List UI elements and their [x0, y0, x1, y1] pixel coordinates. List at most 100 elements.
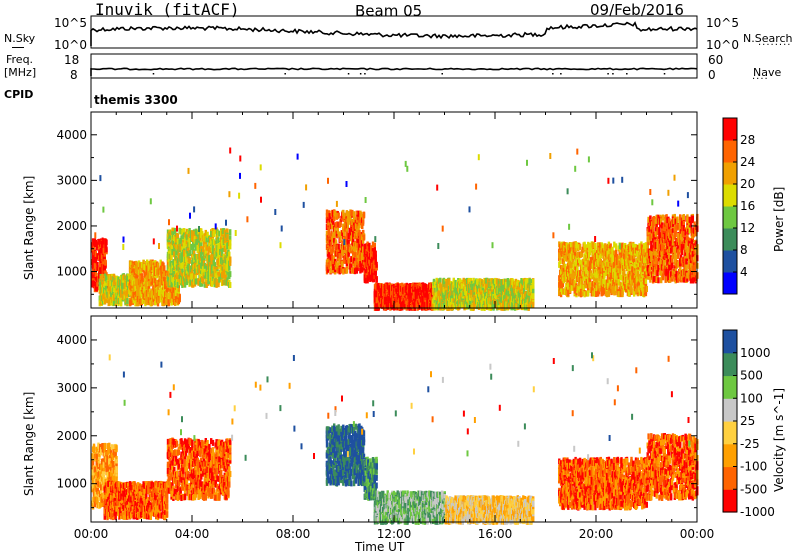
data-cell: [184, 256, 188, 262]
data-cell: [163, 265, 166, 272]
data-cell: [126, 293, 129, 300]
data-cell: [172, 231, 175, 238]
data-cell: [356, 242, 359, 249]
data-cell: [164, 283, 167, 290]
data-cell: [326, 216, 330, 223]
data-cell: [221, 279, 225, 286]
data-cell: [212, 239, 216, 246]
data-cell: [159, 287, 162, 294]
data-cell: [103, 255, 106, 262]
data-cell: [136, 274, 139, 281]
data-cell: [333, 235, 336, 242]
data-cell: [343, 230, 346, 237]
data-cell: [356, 265, 359, 272]
data-cell: [349, 215, 352, 222]
nave-point: [552, 73, 554, 75]
data-cell: [335, 262, 339, 269]
date-title: 09/Feb/2016: [590, 1, 684, 19]
data-cell: [229, 235, 232, 242]
data-cell: [356, 239, 359, 246]
data-cell: [224, 274, 227, 280]
nave-point: [359, 73, 362, 75]
data-cell: [335, 249, 339, 256]
data-cell: [226, 277, 229, 284]
data-cell: [187, 266, 190, 273]
nave-point: [612, 73, 614, 75]
data-cell: [339, 236, 342, 242]
data-cell: [346, 222, 349, 229]
data-cell: [454, 279, 457, 286]
data-cell: [188, 257, 191, 264]
data-cell: [474, 294, 477, 301]
data-cell: [163, 270, 166, 277]
data-cell: [328, 223, 331, 230]
data-cell: [100, 253, 104, 260]
data-cell: [464, 287, 467, 293]
data-cell: [126, 298, 129, 305]
data-cell: [190, 244, 193, 250]
data-cell: [358, 222, 361, 229]
data-cell: [167, 298, 171, 305]
data-cell: [392, 283, 396, 290]
data-cell: [122, 274, 125, 281]
data-cell: [196, 242, 199, 249]
data-cell: [170, 253, 173, 260]
site-title: Inuvik (fitACF): [95, 0, 240, 19]
data-cell: [328, 216, 331, 223]
data-cell: [224, 257, 227, 264]
data-cell: [221, 245, 225, 252]
data-cell: [433, 281, 437, 288]
data-cell: [166, 242, 170, 249]
data-cell: [191, 269, 194, 276]
data-cell: [173, 267, 176, 274]
data-cell: [103, 250, 106, 257]
data-cell: [140, 261, 143, 268]
data-cell: [348, 243, 351, 250]
data-cell: [439, 277, 442, 284]
data-cell: [154, 278, 157, 285]
data-cell: [187, 263, 190, 270]
data-cell: [337, 247, 340, 254]
data-cell: [374, 250, 377, 257]
data-cell: [458, 288, 462, 295]
nsky-tick-bottom: 10^0: [54, 38, 87, 52]
data-cell: [409, 304, 412, 311]
data-cell: [371, 241, 375, 248]
data-cell: [468, 300, 472, 307]
data-cell: [332, 260, 335, 267]
data-cell: [387, 299, 390, 306]
data-cell: [351, 244, 354, 251]
data-cell: [229, 282, 232, 288]
data-cell: [105, 272, 108, 279]
data-cell: [98, 249, 101, 256]
data-cell: [91, 272, 95, 279]
data-cell: [161, 283, 164, 290]
data-cell: [114, 279, 117, 286]
data-cell: [373, 242, 376, 249]
data-cell: [337, 231, 340, 238]
data-cell: [198, 264, 201, 271]
data-cell: [351, 210, 354, 217]
data-cell: [347, 216, 350, 222]
data-cell: [94, 267, 97, 274]
data-cell: [201, 246, 205, 253]
data-cell: [229, 243, 232, 250]
data-cell: [151, 276, 154, 283]
data-cell: [159, 259, 162, 266]
data-cell: [452, 279, 455, 286]
data-cell: [330, 230, 333, 237]
data-cell: [364, 277, 367, 284]
data-cell: [199, 257, 202, 264]
data-cell: [357, 261, 360, 268]
nsearch-tick-bottom: 10^0: [706, 38, 739, 52]
data-cell: [354, 241, 358, 248]
data-cell: [204, 249, 207, 256]
data-cell: [374, 254, 377, 261]
nave-point: [152, 73, 155, 75]
data-cell: [173, 251, 176, 258]
nave-dots: ····: [752, 74, 769, 85]
data-cell: [216, 266, 219, 273]
data-cell: [159, 296, 162, 303]
data-cell: [467, 277, 471, 284]
